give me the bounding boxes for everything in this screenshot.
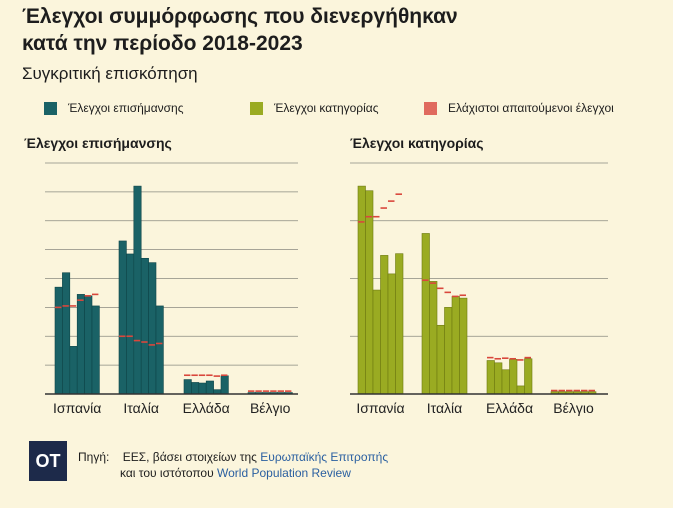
bar-2020 bbox=[372, 289, 381, 395]
bar-2020 bbox=[133, 185, 142, 395]
page-title: Έλεγχοι συμμόρφωσης που διενεργήθηκαν κατ… bbox=[22, 3, 622, 57]
bar-2019 bbox=[191, 382, 200, 395]
bar-2019 bbox=[429, 281, 438, 395]
bar-2019 bbox=[494, 362, 503, 395]
source-link-commission[interactable]: Ευρωπαϊκής Επιτροπής bbox=[260, 450, 389, 464]
legend-item-category: Έλεγχοι κατηγορίας bbox=[250, 101, 379, 115]
legend-item-labelling: Έλεγχοι επισήμανσης bbox=[44, 101, 184, 115]
legend-item-minimum: Ελάχιστοι απαιτούμενοι έλεγχοι bbox=[424, 101, 614, 115]
category-label: Ελλάδα bbox=[183, 400, 230, 416]
source-link-wpr[interactable]: World Population Review bbox=[217, 466, 351, 480]
bar-2023 bbox=[220, 375, 229, 395]
bar-2021 bbox=[509, 359, 518, 395]
legend-swatch bbox=[250, 101, 263, 115]
bar-2021 bbox=[444, 307, 453, 395]
bar-2018 bbox=[421, 233, 430, 395]
bar-2023 bbox=[459, 297, 468, 395]
bar-2018 bbox=[486, 360, 495, 395]
bar-2021 bbox=[380, 255, 389, 395]
bar-2018 bbox=[183, 379, 192, 395]
bar-2021 bbox=[140, 257, 149, 395]
source-text: και του ιστότοπου bbox=[120, 466, 218, 480]
bar-2022 bbox=[451, 296, 460, 395]
category-label: Ελλάδα bbox=[486, 400, 533, 416]
bar-2022 bbox=[387, 273, 396, 395]
bar-2020 bbox=[501, 369, 510, 395]
bar-2021 bbox=[205, 380, 214, 395]
bar-2022 bbox=[516, 385, 525, 395]
ot-logo: ΟΤ bbox=[29, 441, 67, 481]
bar-2022 bbox=[84, 295, 93, 395]
chart-title-labelling: Έλεγχοι επισήμανσης bbox=[24, 135, 172, 151]
subtitle: Συγκριτική επισκόπηση bbox=[22, 64, 198, 83]
legend-label: Έλεγχοι επισήμανσης bbox=[68, 101, 184, 115]
title-line-1: Έλεγχοι συμμόρφωσης που διενεργήθηκαν bbox=[22, 5, 458, 28]
category-label: Ισπανία bbox=[356, 400, 404, 416]
legend-swatch bbox=[44, 101, 57, 115]
legend-label: Έλεγχοι κατηγορίας bbox=[274, 101, 379, 115]
bar-2019 bbox=[62, 272, 71, 395]
title-line-2: κατά την περίοδο 2018-2023 bbox=[22, 32, 303, 55]
bar-2023 bbox=[524, 358, 533, 395]
bar-2019 bbox=[365, 190, 374, 395]
bar-2018 bbox=[118, 240, 127, 395]
category-label: Ιταλία bbox=[123, 400, 159, 416]
bar-2020 bbox=[198, 382, 207, 395]
source-text: ΕΕΣ, βάσει στοιχείων της bbox=[122, 450, 261, 464]
bar-2023 bbox=[155, 305, 164, 395]
legend-swatch bbox=[424, 101, 437, 115]
category-label: Ισπανία bbox=[53, 400, 101, 416]
bar-2018 bbox=[357, 185, 366, 395]
category-label: Ιταλία bbox=[427, 400, 463, 416]
bar-2018 bbox=[54, 286, 63, 395]
chart-title-category: Έλεγχοι κατηγορίας bbox=[350, 135, 484, 151]
source-prefix: Πηγή: bbox=[78, 450, 110, 464]
bar-2020 bbox=[69, 346, 78, 395]
category-label: Βέλγιο bbox=[553, 400, 594, 416]
bar-2023 bbox=[91, 305, 100, 395]
source-note: Πηγή: ΕΕΣ, βάσει στοιχείων της Ευρωπαϊκή… bbox=[78, 449, 388, 481]
category-label: Βέλγιο bbox=[250, 400, 291, 416]
bar-2021 bbox=[76, 294, 85, 395]
bar-2022 bbox=[148, 262, 157, 395]
bar-2023 bbox=[395, 253, 404, 395]
bar-2020 bbox=[436, 324, 445, 395]
bar-2019 bbox=[126, 253, 135, 395]
legend-label: Ελάχιστοι απαιτούμενοι έλεγχοι bbox=[448, 101, 614, 115]
